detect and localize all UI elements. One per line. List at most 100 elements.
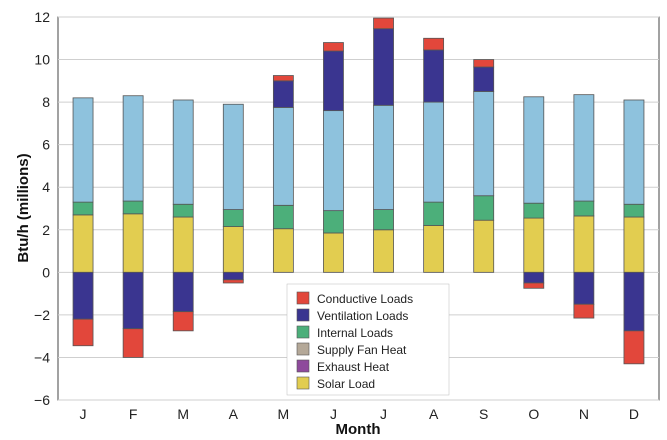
- bar-segment-other-cooling-loads: [373, 104, 394, 210]
- bar-segment-other-cooling-loads: [473, 91, 495, 197]
- x-tick-label: M: [278, 406, 290, 422]
- x-tick-label: S: [479, 406, 488, 422]
- legend-box: [286, 283, 450, 396]
- bar-segment-conductive-loads: [573, 303, 595, 319]
- legend-label: Conductive Loads: [317, 292, 413, 306]
- x-tick-label: J: [380, 406, 387, 422]
- y-tick-label: 2: [42, 222, 50, 238]
- bar-segment-conductive-loads: [323, 42, 344, 52]
- x-tick-label: J: [330, 406, 337, 422]
- bar-segment-ventilation-loads: [122, 271, 144, 330]
- legend-label: Supply Fan Heat: [317, 343, 407, 357]
- bar-segment-internal-loads: [323, 210, 344, 234]
- bar-segment-internal-loads: [473, 195, 495, 221]
- legend-label: Internal Loads: [317, 326, 393, 340]
- bar-segment-ventilation-loads: [573, 271, 595, 305]
- gridlines: [58, 16, 659, 401]
- bar-segment-conductive-loads: [473, 59, 495, 68]
- legend-swatch: [296, 325, 310, 339]
- bar-segment-solar-load: [573, 215, 595, 273]
- bar-segment-internal-loads: [373, 209, 394, 231]
- bar-segment-conductive-loads: [373, 17, 394, 30]
- legend-swatch: [296, 342, 310, 356]
- bar-segment-ventilation-loads: [222, 271, 244, 281]
- x-tick-label: A: [229, 406, 239, 422]
- bar-segment-other-cooling-loads: [323, 110, 344, 212]
- bar-segment-other-cooling-loads: [623, 99, 645, 205]
- y-tick-labels: −6 −4 −2 0 2 4 6 8 10 12: [34, 9, 50, 408]
- bar-segment-other-cooling-loads: [172, 99, 194, 205]
- x-tick-label: D: [629, 406, 639, 422]
- bar-segment-internal-loads: [272, 204, 294, 230]
- bar-segment-conductive-loads: [222, 279, 244, 284]
- y-tick-label: 10: [34, 52, 50, 68]
- x-tick-label: M: [177, 406, 189, 422]
- x-tick-label: N: [579, 406, 589, 422]
- bar-segment-other-cooling-loads: [222, 103, 244, 210]
- bar-segment-internal-loads: [523, 202, 545, 219]
- bar-segment-solar-load: [172, 216, 194, 273]
- bar-segment-solar-load: [122, 213, 144, 273]
- x-tick-label: A: [429, 406, 439, 422]
- bar-segment-conductive-loads: [423, 37, 445, 51]
- bar-segment-solar-load: [323, 232, 344, 273]
- bar-segment-ventilation-loads: [72, 271, 94, 320]
- bar-segment-conductive-loads: [122, 328, 144, 358]
- bar-segment-internal-loads: [122, 200, 144, 215]
- bar-segment-conductive-loads: [523, 282, 545, 289]
- bar-segment-internal-loads: [222, 209, 244, 227]
- bar-segment-solar-load: [473, 219, 495, 273]
- bar-segment-internal-loads: [423, 201, 445, 226]
- x-axis-title: Month: [336, 421, 381, 438]
- legend-label: Solar Load: [317, 377, 375, 391]
- bars: [72, 17, 645, 365]
- legend-swatch: [296, 308, 310, 322]
- bar-segment-internal-loads: [623, 203, 645, 218]
- bar-segment-other-cooling-loads: [523, 96, 545, 204]
- bar-segment-ventilation-loads: [473, 66, 495, 92]
- bar-segment-solar-load: [72, 214, 94, 273]
- bar-segment-internal-loads: [172, 203, 194, 218]
- y-tick-label: −4: [34, 349, 50, 365]
- bar-segment-solar-load: [523, 217, 545, 273]
- bar-segment-other-cooling-loads: [122, 95, 144, 202]
- x-tick-label: F: [129, 406, 138, 422]
- y-tick-label: −2: [34, 307, 50, 323]
- y-axis-title: Btu/h (millions): [15, 153, 32, 262]
- bar-segment-conductive-loads: [272, 75, 294, 82]
- bar-segment-conductive-loads: [623, 330, 645, 365]
- x-tick-label: O: [528, 406, 539, 422]
- bar-segment-other-cooling-loads: [423, 101, 445, 203]
- bar-segment-solar-load: [623, 216, 645, 273]
- y-tick-label: 6: [42, 137, 50, 153]
- bar-segment-solar-load: [222, 226, 244, 273]
- legend-label: Ventilation Loads: [317, 309, 408, 323]
- y-tick-label: 0: [42, 264, 50, 280]
- x-tick-label: J: [80, 406, 87, 422]
- bar-segment-other-cooling-loads: [72, 97, 94, 203]
- legend-swatch: [296, 376, 310, 390]
- bar-segment-ventilation-loads: [373, 28, 394, 106]
- y-tick-label: −6: [34, 392, 50, 408]
- y-tick-label: 4: [42, 179, 50, 195]
- y-tick-label: 8: [42, 94, 50, 110]
- bar-segment-internal-loads: [72, 201, 94, 216]
- legend-swatch: [296, 291, 310, 305]
- bar-segment-ventilation-loads: [423, 49, 445, 103]
- bar-segment-ventilation-loads: [172, 271, 194, 313]
- legend-swatch: [296, 359, 310, 373]
- bar-segment-other-cooling-loads: [272, 107, 294, 206]
- bar-segment-conductive-loads: [72, 318, 94, 347]
- legend: Conductive Loads Ventilation Loads Interna…: [286, 283, 450, 396]
- bar-segment-solar-load: [423, 225, 445, 273]
- bar-segment-solar-load: [272, 228, 294, 273]
- bar-segment-conductive-loads: [172, 311, 194, 332]
- bar-segment-ventilation-loads: [272, 80, 294, 108]
- bar-segment-solar-load: [373, 229, 394, 273]
- bar-segment-ventilation-loads: [523, 271, 545, 284]
- bar-segment-ventilation-loads: [323, 50, 344, 112]
- legend-label: Exhaust Heat: [317, 360, 390, 374]
- bar-segment-ventilation-loads: [623, 271, 645, 332]
